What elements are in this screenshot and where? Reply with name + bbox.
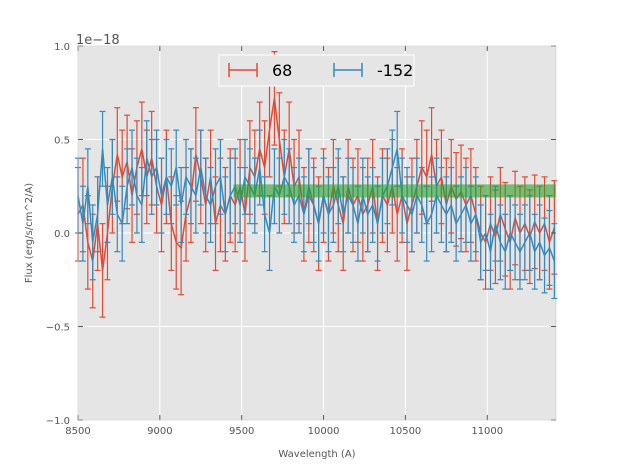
y-offset-label: 1e−18 [76,33,120,48]
x-tick-label: 9500 [229,426,254,437]
x-tick-label: 9000 [147,426,172,437]
y-tick-label: 0.0 [54,229,70,240]
y-tick-label: −0.5 [46,323,70,334]
x-tick-label: 8500 [65,426,90,437]
x-tick-label: 11000 [471,426,503,437]
x-axis-label: Wavelength (A) [278,449,355,460]
band-layer [233,184,556,198]
legend: 68 -152 [218,54,415,87]
legend-label: 68 [272,61,292,80]
y-tick-label: 0.5 [54,136,70,147]
series-1 [75,110,558,300]
y-tick-label: 1.0 [54,42,70,53]
x-tick-label: 10500 [389,426,421,437]
x-tick-label: 10000 [308,426,340,437]
legend-label: -152 [377,61,413,80]
y-tick-label: −1.0 [46,416,70,427]
axes-frame [77,45,557,421]
ticks: 8500 9000 9500 10000 10500 11000 −1.0 −0.5 0.0 0.… [46,42,557,437]
series-line [77,148,556,262]
y-axis-label: Flux (erg/s/cm^2/A) [24,183,35,283]
highlight-band [233,184,556,198]
